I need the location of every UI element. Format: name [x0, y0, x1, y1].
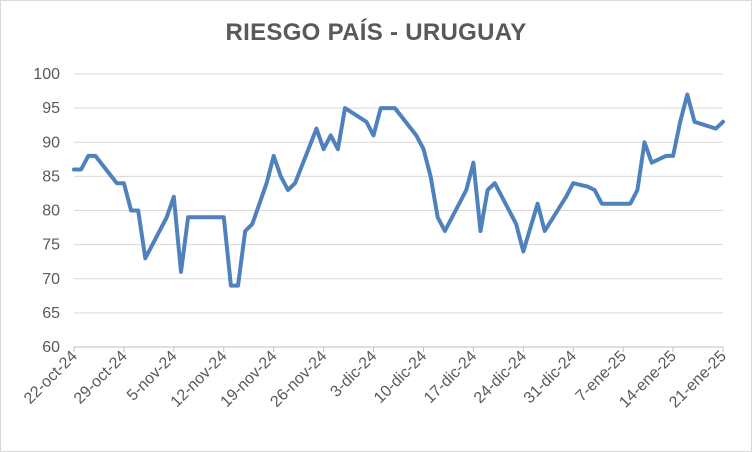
- y-tick-label: 60: [42, 339, 60, 356]
- x-tick-label: 22-oct-24: [21, 348, 81, 408]
- x-tick-label: 17-dic-24: [421, 348, 480, 407]
- x-tick-label: 24-dic-24: [471, 348, 530, 407]
- y-tick-label: 75: [42, 237, 60, 254]
- y-tick-label: 90: [42, 134, 60, 151]
- x-tick-label: 10-dic-24: [371, 348, 430, 407]
- y-tick-label: 100: [33, 66, 60, 83]
- y-tick-label: 80: [42, 203, 60, 220]
- series-line: [72, 92, 725, 288]
- y-tick-label: 85: [42, 168, 60, 185]
- chart-title: RIESGO PAÍS - URUGUAY: [225, 19, 527, 46]
- x-tick-label: 29-oct-24: [71, 348, 131, 408]
- y-tick-label: 65: [42, 305, 60, 322]
- x-tick-label: 31-dic-24: [521, 348, 580, 407]
- y-tick-label: 70: [42, 271, 60, 288]
- y-tick-label: 95: [42, 100, 60, 117]
